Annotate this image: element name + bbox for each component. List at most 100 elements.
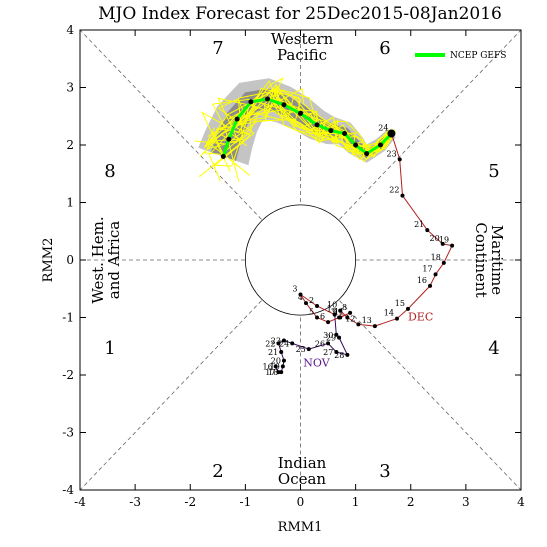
observed-dec-day-label: 1 — [327, 305, 332, 314]
x-tick-label: 0 — [297, 495, 305, 509]
observed-dec-day-label: 10 — [327, 301, 337, 310]
observed-dec-point — [433, 272, 438, 277]
phase-divider-diagonal-3 — [79, 29, 262, 220]
forecast-mean-point — [220, 154, 226, 159]
y-tick-label: 2 — [66, 138, 74, 152]
observed-nov-day-label: 27 — [323, 348, 333, 357]
observed-dec-point — [338, 315, 343, 320]
observed-dec-point — [397, 157, 402, 162]
observed-dec-point — [372, 324, 377, 329]
observed-nov-day-label: 22 — [265, 339, 275, 348]
observed-dec-day-label: 6 — [320, 312, 325, 321]
month-label-nov: NOV — [303, 356, 330, 369]
observed-dec-point — [394, 316, 399, 321]
observed-dec-point — [338, 308, 343, 313]
phase-label-8: 8 — [104, 161, 115, 182]
x-tick-label: -4 — [74, 495, 86, 509]
observed-dec-day-label: 9 — [332, 308, 337, 317]
observed-nov-point — [276, 370, 281, 375]
observed-dec-line — [300, 133, 453, 327]
x-tick-label: 3 — [462, 495, 470, 509]
region-western-pacific-line2: Pacific — [277, 46, 327, 64]
observed-dec-day-label: 4 — [298, 293, 303, 302]
observed-dec-day-label: 20 — [430, 234, 440, 243]
x-tick-label: 2 — [407, 495, 415, 509]
y-tick-label: -3 — [62, 426, 74, 440]
observed-nov-point — [326, 341, 331, 346]
observed-nov-line — [275, 314, 349, 373]
region-western-pacific-line1: Western — [271, 30, 334, 48]
y-tick-label: -1 — [62, 311, 74, 325]
observed-dec-point — [441, 260, 446, 265]
forecast-mean-point — [264, 96, 270, 102]
observed-dec-point — [356, 322, 361, 327]
observed-dec-point — [440, 241, 445, 246]
x-tick-label: -2 — [184, 495, 196, 509]
forecast-mean-point — [314, 122, 320, 128]
observed-dec-point — [405, 306, 410, 311]
observed-nov-day-label: 24 — [279, 339, 289, 348]
x-tick-label: -3 — [129, 495, 141, 509]
phase-divider-diagonal-2 — [339, 300, 522, 491]
observed-nov-day-label: 23 — [271, 337, 281, 346]
y-tick-label: 3 — [66, 81, 74, 95]
observed-nov-day-label: 29 — [326, 334, 336, 343]
ensemble-member-line — [211, 88, 389, 158]
observed-nov-point — [281, 358, 286, 363]
forecast-mean-point — [226, 136, 232, 142]
observed-nov-point — [334, 332, 339, 337]
forecast-mean-point — [328, 128, 334, 134]
observed-dec-point — [387, 129, 396, 138]
observed-nov-point — [345, 352, 350, 357]
observed-dec-point — [425, 228, 430, 233]
region-maritime-line2: Continent — [472, 222, 490, 297]
forecast-mean-point — [353, 142, 359, 148]
phase-label-1: 1 — [104, 338, 115, 359]
observed-nov-point — [280, 364, 285, 369]
phase-divider-diagonal-4 — [79, 300, 262, 491]
x-axis-label: RMM1 — [278, 520, 323, 535]
forecast-mean-point — [298, 110, 303, 116]
observed-dec-point — [326, 320, 331, 325]
y-axis-label: RMM2 — [41, 238, 56, 283]
observed-dec-day-label: 19 — [439, 236, 449, 245]
observed-dec-point — [315, 304, 320, 308]
observed-nov-point — [334, 350, 339, 354]
observed-nov-day-label: 17 — [265, 368, 275, 377]
observed-dec-day-label: 21 — [414, 220, 424, 229]
observed-dec-day-label: 15 — [395, 299, 405, 308]
region-indian-ocean-line1: Indian — [278, 454, 327, 472]
observed-dec-point — [298, 292, 303, 297]
y-tick-label: 4 — [66, 23, 74, 37]
observed-dec-point — [332, 312, 337, 317]
plot-area: -4 -3 -2 -1 0 1 2 3 4-4-3-2-10123416171819202122… — [62, 23, 525, 509]
phase-label-5: 5 — [488, 161, 499, 182]
observed-nov-day-label: 30 — [323, 331, 333, 340]
observed-dec-point — [450, 243, 455, 248]
observed-dec-day-label: 17 — [422, 264, 432, 273]
observed-dec-point — [348, 310, 353, 315]
phase-label-7: 7 — [212, 38, 223, 59]
observed-dec-day-label: 11 — [334, 308, 344, 317]
observed-dec-day-label: 22 — [389, 186, 399, 195]
ensemble-member-line — [204, 89, 389, 155]
observed-dec-day-label: 23 — [387, 149, 397, 158]
phase-divider-diagonal-1 — [339, 29, 522, 220]
forecast-mean-point — [377, 142, 383, 148]
observed-dec-day-label: 5 — [309, 308, 314, 317]
phase-label-3: 3 — [379, 461, 390, 482]
observed-dec-day-label: 2 — [309, 296, 314, 305]
observed-nov-day-label: 19 — [270, 362, 280, 371]
forecast-mean-point — [281, 102, 287, 108]
ensemble-member-line — [216, 104, 395, 160]
observed-nov-point — [276, 341, 281, 346]
observed-dec-point — [345, 315, 350, 320]
legend: NCEP GEFS — [415, 51, 506, 61]
observed-nov-point — [337, 335, 342, 340]
month-label-dec: DEC — [408, 310, 433, 323]
observed-dec-day-label: 13 — [362, 316, 372, 325]
observed-dec-day-label: 7 — [331, 308, 336, 317]
observed-nov-day-label: 18 — [268, 368, 278, 377]
phase-label-2: 2 — [212, 461, 223, 482]
y-tick-label: -4 — [62, 483, 74, 497]
